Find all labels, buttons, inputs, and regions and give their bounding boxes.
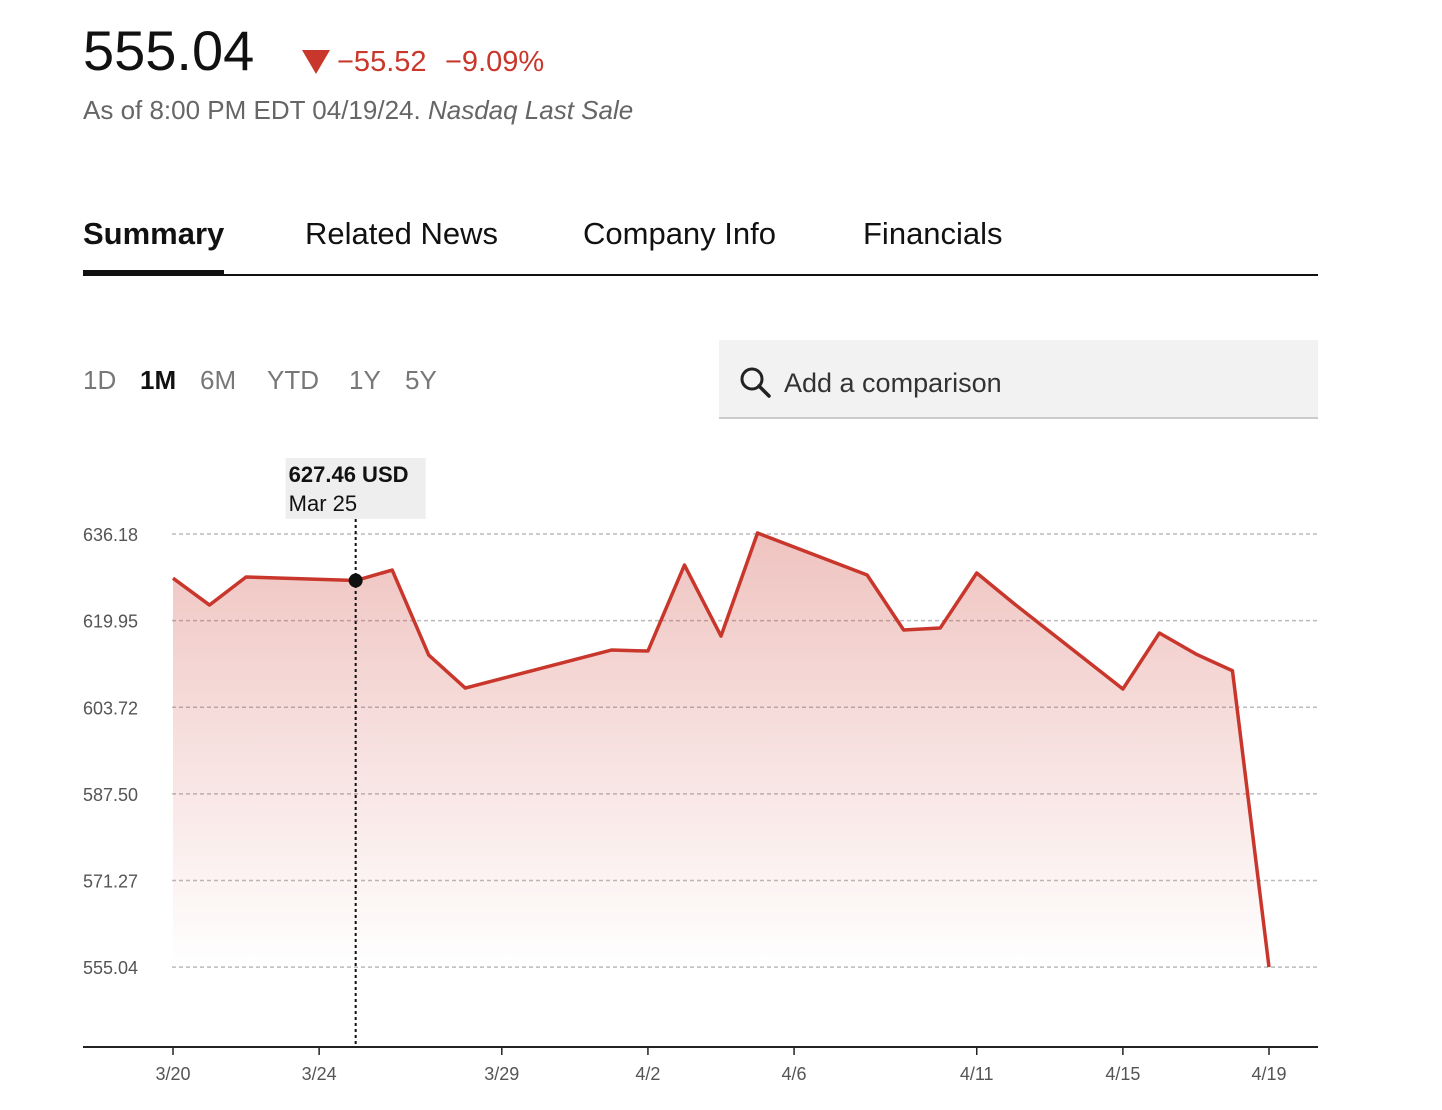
y-tick-label: 555.04 bbox=[83, 958, 138, 978]
x-tick-label: 3/29 bbox=[484, 1064, 519, 1084]
x-tick-label: 4/2 bbox=[635, 1064, 660, 1084]
x-tick-label: 4/19 bbox=[1251, 1064, 1286, 1084]
search-icon bbox=[740, 367, 771, 398]
x-tick-label: 3/20 bbox=[155, 1064, 190, 1084]
y-tick-label: 603.72 bbox=[83, 698, 138, 718]
tooltip-box bbox=[285, 458, 426, 519]
tooltip-value: 627.46 USD bbox=[289, 462, 409, 487]
y-tick-label: 587.50 bbox=[83, 785, 138, 805]
range-button[interactable]: YTD bbox=[267, 365, 319, 395]
x-tick-label: 4/6 bbox=[782, 1064, 807, 1084]
tab[interactable]: Company Info bbox=[583, 216, 776, 251]
range-button[interactable]: 1Y bbox=[349, 365, 381, 395]
range-button[interactable]: 5Y bbox=[405, 365, 437, 395]
comparison-search[interactable]: Add a comparison bbox=[719, 340, 1318, 419]
down-arrow bbox=[302, 50, 330, 74]
tooltip-date: Mar 25 bbox=[289, 491, 357, 516]
tab-bar: Summary Related News Company Info Financial… bbox=[83, 216, 1318, 276]
as-of: As of 8:00 PM EDT 04/19/24. Nasdaq Last … bbox=[83, 95, 633, 126]
y-tick-label: 619.95 bbox=[83, 612, 138, 632]
hover-point bbox=[348, 573, 363, 588]
y-tick-label: 636.18 bbox=[83, 525, 138, 545]
x-tick-label: 3/24 bbox=[302, 1064, 337, 1084]
x-tick-label: 4/11 bbox=[960, 1064, 994, 1084]
price-change-percent: −9.09% bbox=[445, 46, 545, 78]
search-placeholder: Add a comparison bbox=[784, 368, 1002, 398]
x-tick-label: 4/15 bbox=[1105, 1064, 1140, 1084]
as-of-time: As of 8:00 PM EDT 04/19/24. bbox=[83, 95, 421, 125]
range-button[interactable]: 1D bbox=[83, 365, 117, 395]
area bbox=[173, 532, 1269, 968]
tab[interactable]: Financials bbox=[863, 216, 1003, 251]
price-line bbox=[171, 531, 1271, 968]
price: 555.04 bbox=[83, 19, 255, 82]
range-button[interactable]: 1M bbox=[140, 365, 177, 395]
source: Nasdaq Last Sale bbox=[427, 95, 634, 125]
tab[interactable]: Summary bbox=[83, 216, 225, 275]
price-change: −55.52 bbox=[337, 46, 427, 78]
range-button[interactable]: 6M bbox=[200, 365, 237, 395]
y-tick-label: 571.27 bbox=[83, 871, 138, 891]
tab[interactable]: Related News bbox=[305, 216, 498, 251]
